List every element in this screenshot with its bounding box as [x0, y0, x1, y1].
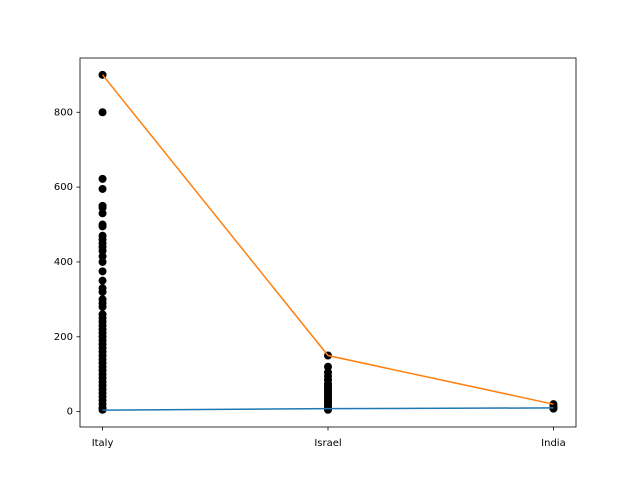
scatter-point	[98, 276, 107, 285]
x-tick-label: Italy	[92, 438, 114, 449]
x-tick-label: Israel	[314, 438, 341, 449]
scatter-point	[324, 405, 332, 414]
scatter-point	[98, 209, 107, 218]
scatter-point	[98, 203, 107, 212]
scatter-point	[98, 184, 107, 193]
scatter-point	[98, 222, 107, 231]
scatter-point	[98, 287, 107, 296]
y-tick-label: 400	[54, 257, 73, 268]
line	[101, 74, 554, 405]
scatter-point	[98, 108, 107, 117]
y-tick-label: 200	[54, 332, 73, 343]
scatter-point	[98, 246, 107, 255]
scatter-point	[98, 302, 107, 311]
y-tick-label: 600	[54, 182, 73, 193]
scatter-point	[98, 267, 107, 276]
scatter-point	[98, 252, 107, 261]
scatter-point	[98, 174, 107, 183]
line	[102, 407, 554, 411]
y-tick-label: 0	[67, 407, 73, 418]
scatter-point	[324, 362, 332, 371]
x-tick-label: India	[541, 438, 566, 449]
scatter-point	[98, 257, 107, 266]
y-tick-label: 800	[54, 107, 73, 118]
